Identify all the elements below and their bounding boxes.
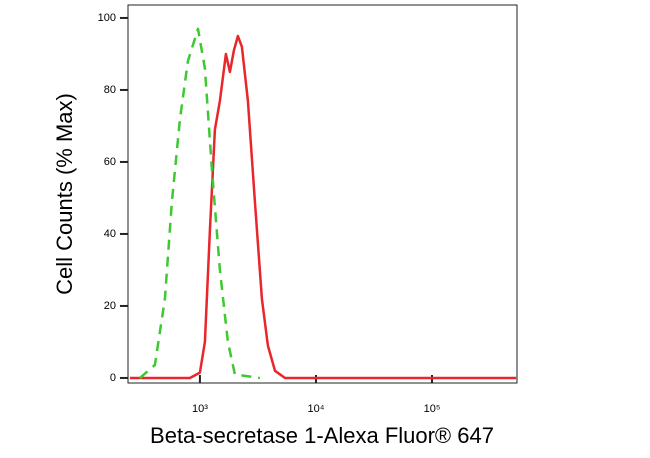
x-tick-label: 10⁴ xyxy=(307,403,324,415)
y-tick-label: 80 xyxy=(104,84,116,96)
y-axis-title: Cell Counts (% Max) xyxy=(52,93,77,295)
y-tick-label: 40 xyxy=(104,228,116,240)
plot-frame xyxy=(127,4,518,384)
y-tick-label: 60 xyxy=(104,156,116,168)
series-line xyxy=(129,34,517,380)
y-tick-label: 20 xyxy=(104,300,116,312)
series-line xyxy=(139,27,261,380)
y-tick-label: 100 xyxy=(98,12,116,24)
x-tick-label: 10⁵ xyxy=(424,403,441,415)
x-tick-label: 10³ xyxy=(192,403,208,415)
y-tick-label: 0 xyxy=(110,372,116,384)
x-axis-title: Beta-secretase 1-Alexa Fluor® 647 xyxy=(150,423,494,448)
